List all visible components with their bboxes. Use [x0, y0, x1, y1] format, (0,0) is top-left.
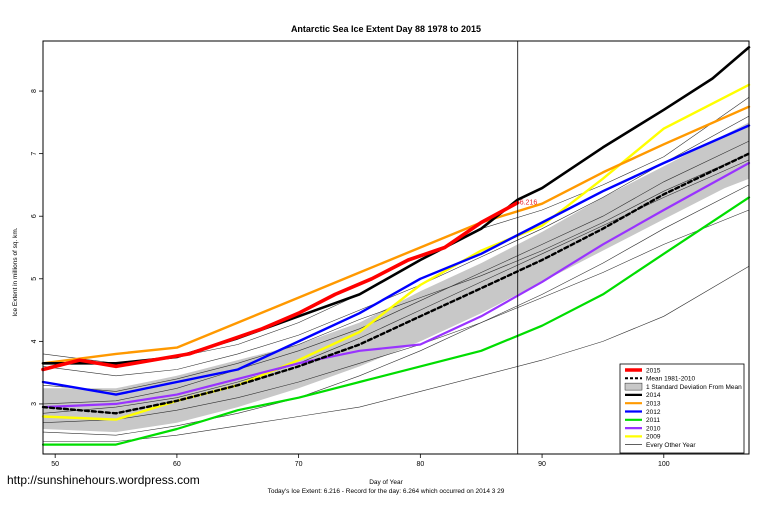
x-tick-label: 70	[295, 461, 303, 468]
legend-label: 2014	[646, 392, 661, 399]
legend-label: 2009	[646, 434, 661, 441]
series-line-2011	[41, 196, 751, 446]
y-tick-label: 8	[31, 89, 38, 93]
y-tick-label: 5	[31, 277, 38, 281]
footer-record-note: Today's Ice Extent: 6.216 - Record for t…	[268, 488, 505, 495]
series-line-2012	[41, 124, 751, 396]
watermark-url: http://sunshinehours.wordpress.com	[7, 473, 200, 487]
series-line-2013	[41, 105, 751, 365]
series-line-2015	[41, 200, 520, 372]
legend-label: 1 Standard Deviation From Mean	[646, 384, 742, 391]
y-axis-label: Ice Extent in millions of sq. km.	[12, 227, 19, 316]
other-year-line	[42, 115, 750, 377]
legend-label: 2015	[646, 367, 661, 374]
chart-title: Antarctic Sea Ice Extent Day 88 1978 to …	[291, 24, 481, 34]
other-year-line	[42, 209, 750, 423]
series-lines	[41, 45, 751, 446]
other-year-line	[43, 266, 750, 442]
legend-label: Mean 1981-2010	[646, 376, 696, 383]
x-tick-label: 90	[538, 461, 546, 468]
other-year-line	[42, 140, 750, 405]
other-years-lines	[42, 97, 750, 442]
series-line-2010	[41, 161, 751, 409]
other-year-line	[42, 159, 750, 414]
legend-label: 2012	[646, 409, 661, 416]
x-tick-label: 100	[658, 461, 670, 468]
legend-label: 2010	[646, 425, 661, 432]
y-axis: 3 4 5 6 7 8	[31, 89, 43, 406]
series-line-2009	[41, 83, 751, 421]
other-year-line	[42, 184, 750, 436]
x-tick-label: 50	[51, 461, 59, 468]
plot-frame	[42, 40, 750, 455]
y-tick-label: 7	[31, 152, 38, 156]
legend-swatch	[624, 382, 643, 391]
x-tick-label: 80	[416, 461, 424, 468]
legend-label: Every Other Year	[646, 442, 696, 449]
y-tick-label: 4	[31, 339, 38, 343]
legend-label: 2013	[646, 401, 661, 408]
y-tick-label: 6	[31, 214, 38, 218]
legend-label: 2011	[646, 417, 660, 424]
x-tick-label: 60	[173, 461, 181, 468]
series-line-mean-1981-2010	[41, 152, 751, 415]
plot-area: 6.216	[41, 41, 751, 454]
current-value-annotation: 6.216	[520, 200, 538, 207]
y-tick-label: 3	[31, 402, 38, 406]
x-axis: 50 60 70 80 90 100	[51, 454, 670, 468]
x-axis-label: Day of Year	[369, 479, 403, 486]
